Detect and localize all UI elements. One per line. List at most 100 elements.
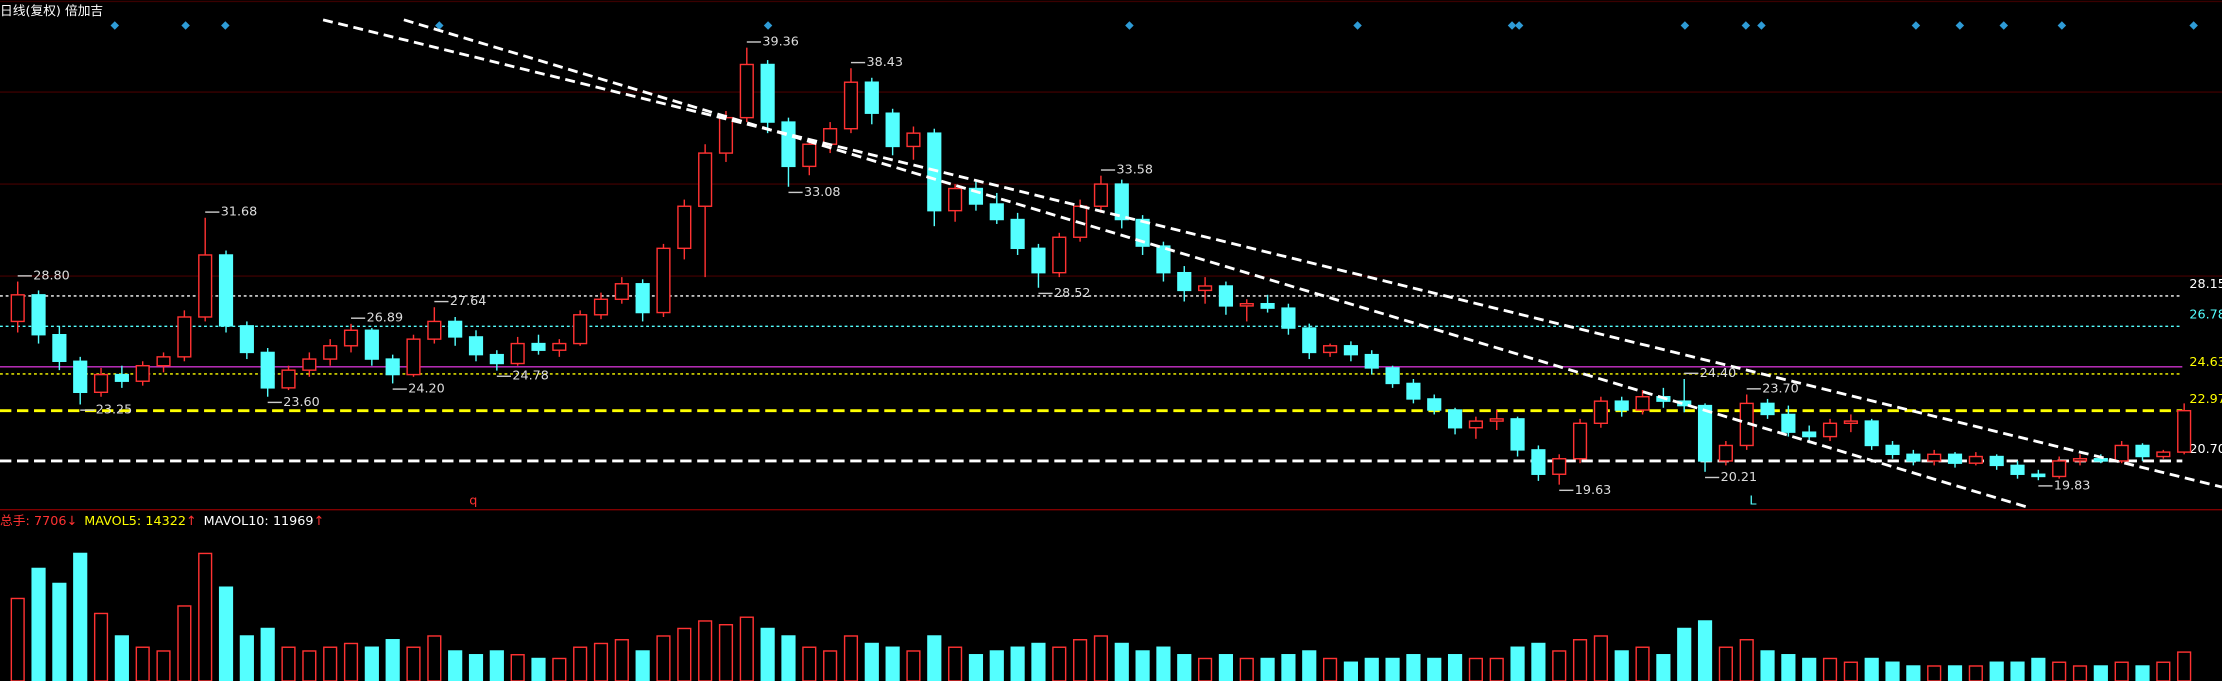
volume-bar [489,650,504,681]
volume-bar [260,627,275,681]
candle-body [1635,396,1650,411]
candle-body [406,338,421,376]
volume-bar [1635,646,1650,681]
volume-bar [1010,646,1025,681]
volume-bar [1718,646,1733,681]
volume-bar [1781,654,1796,681]
candle-body [198,254,213,318]
diamond [1125,21,1134,30]
candle-body [552,342,567,351]
signal-label: L [1749,494,1757,509]
volume-bar [1260,657,1275,681]
volume-bar [1864,657,1879,681]
volume-bar [906,650,921,681]
candle-body [1406,382,1421,400]
candle-body [531,342,546,351]
volume-bar [323,646,338,681]
candle-body [1114,183,1129,221]
candle-body [1343,345,1358,356]
price-label: 28.52 [1054,286,1090,301]
candle-body [1281,307,1296,329]
level-label: 20.70 [2189,442,2222,457]
candle-body [2156,451,2171,458]
candle-body [1760,402,1775,416]
price-label: 33.08 [804,185,840,200]
volume-bar [1572,639,1588,681]
candle-body [2010,464,2025,475]
candle-body [698,152,713,207]
candle-body [1447,409,1463,429]
volume-bar [823,650,838,681]
candle-body [302,358,317,371]
volume-bar [1135,650,1150,681]
candle-body [1364,353,1379,369]
candle-body [1947,453,1963,464]
price-label: 23.60 [283,395,319,410]
candle-body [1177,271,1192,292]
volume-bar [1177,654,1192,681]
candle-body [635,283,650,314]
volume-bar [656,635,671,681]
candle-body [1052,236,1067,274]
candle-body [843,81,859,130]
volume-bar [1156,646,1171,681]
candle-body [489,353,504,365]
volume-bar [177,605,192,681]
volume-bar [1198,657,1213,681]
candle-body [73,360,88,394]
volume-bar [1385,657,1400,681]
volume-bar [718,624,734,681]
diamond [435,21,444,30]
volume-bar [1343,661,1358,681]
volume-bar [1447,654,1463,681]
volume-bar [1406,654,1421,681]
volume-bar [614,639,629,681]
legend-arrow: ↑ [313,514,324,529]
volume-bar [93,612,109,681]
candle-body [802,143,817,168]
trend-line [322,18,2222,489]
price-label: 28.80 [33,268,69,283]
volume-bar [1510,646,1525,681]
volume-bar [1427,657,1442,681]
volume-bar [989,650,1004,681]
volume-bar [1697,620,1713,681]
candle-body [677,205,692,250]
volume-bar [1843,661,1858,681]
candle-body [10,294,25,323]
candle-body [593,298,609,316]
candle-body [156,356,171,367]
volume-bar [218,586,234,681]
volume-bar [1802,657,1817,681]
volume-bar [406,646,421,681]
volume-bar [1906,665,1921,681]
candle-body [823,128,838,145]
price-label: 39.36 [762,34,798,49]
volume-bar [1531,642,1546,681]
price-label: 23.70 [1762,381,1798,396]
candle-body [1198,285,1213,292]
candle-body [2052,460,2067,478]
candle-body [1572,422,1588,460]
candle-body [1093,183,1109,207]
levels: 28.15 26.78 24.63 22.97 20.70 [0,277,2222,463]
diamond [2189,21,2198,30]
candle-body [323,345,338,360]
diamond [110,21,120,30]
volume-bar [1052,646,1067,681]
volume-bar [1322,657,1338,681]
volume-bar [1885,661,1900,681]
volume-bar [2093,665,2108,681]
price-labels: 28.80 23.25 31.68 23.60 26.89 24.20 27.64 24.78… [17,34,2090,498]
volume-bar [31,567,46,681]
volume-bar [2072,665,2088,681]
level-label: 28.15 [2189,277,2222,292]
volume-bar [1114,642,1129,681]
volume-bar [1968,665,1983,681]
candle-body [2093,458,2108,462]
candle-body [1031,247,1046,274]
candle-body [1968,455,1983,464]
candle-body [1802,431,1817,438]
price-label: 26.89 [367,311,403,326]
candle-body [281,369,296,389]
